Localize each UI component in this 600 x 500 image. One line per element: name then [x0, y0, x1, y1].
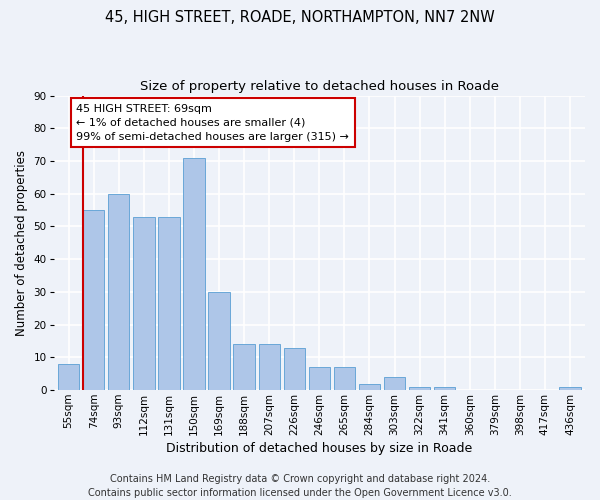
Bar — [384, 377, 405, 390]
Bar — [58, 364, 79, 390]
Bar — [259, 344, 280, 390]
Text: 45 HIGH STREET: 69sqm
← 1% of detached houses are smaller (4)
99% of semi-detach: 45 HIGH STREET: 69sqm ← 1% of detached h… — [76, 104, 349, 142]
Bar — [359, 384, 380, 390]
Bar — [133, 216, 155, 390]
Bar — [158, 216, 179, 390]
Text: 45, HIGH STREET, ROADE, NORTHAMPTON, NN7 2NW: 45, HIGH STREET, ROADE, NORTHAMPTON, NN7… — [105, 10, 495, 25]
Bar — [308, 367, 330, 390]
Bar — [334, 367, 355, 390]
Bar — [208, 292, 230, 390]
Bar — [108, 194, 130, 390]
Bar — [284, 348, 305, 390]
Bar — [434, 387, 455, 390]
Title: Size of property relative to detached houses in Roade: Size of property relative to detached ho… — [140, 80, 499, 93]
Bar — [184, 158, 205, 390]
X-axis label: Distribution of detached houses by size in Roade: Distribution of detached houses by size … — [166, 442, 472, 455]
Bar — [83, 210, 104, 390]
Bar — [409, 387, 430, 390]
Bar — [559, 387, 581, 390]
Y-axis label: Number of detached properties: Number of detached properties — [15, 150, 28, 336]
Bar — [233, 344, 255, 390]
Text: Contains HM Land Registry data © Crown copyright and database right 2024.
Contai: Contains HM Land Registry data © Crown c… — [88, 474, 512, 498]
